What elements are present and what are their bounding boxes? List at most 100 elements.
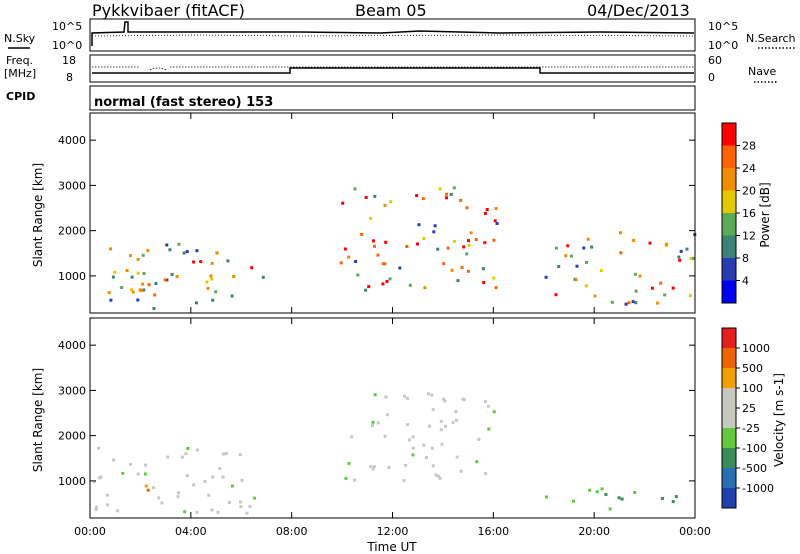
data-cell — [383, 203, 387, 207]
colorbar-swatch — [722, 213, 736, 236]
data-cell — [144, 484, 148, 488]
data-cell — [575, 264, 579, 268]
data-cell — [195, 510, 199, 514]
noise-left-tick-top: 10^5 — [52, 20, 82, 33]
data-cell — [582, 246, 586, 250]
data-cell — [371, 424, 374, 428]
colorbar-tick-label: 16 — [742, 207, 756, 220]
data-cell — [224, 452, 228, 456]
data-cell — [459, 198, 463, 202]
data-cell — [364, 196, 368, 199]
date-title: 04/Dec/2013 — [587, 1, 690, 20]
data-cell — [656, 301, 660, 305]
y-tick-label: 4000 — [58, 134, 86, 147]
data-cell — [445, 192, 449, 196]
data-cell — [442, 262, 446, 266]
data-cell — [554, 293, 558, 297]
data-cell — [185, 474, 189, 478]
data-cell — [146, 249, 150, 253]
data-cell — [192, 260, 196, 264]
data-cell — [633, 272, 637, 276]
noise-sky-trace — [91, 21, 695, 46]
data-cell — [177, 242, 181, 246]
data-cell — [483, 211, 487, 215]
data-cell — [462, 245, 466, 249]
data-cell — [211, 475, 215, 479]
data-cell — [206, 286, 210, 290]
data-cell — [465, 252, 469, 256]
data-cell — [105, 493, 109, 497]
data-cell — [660, 497, 664, 500]
data-cell — [371, 467, 375, 471]
data-cell — [574, 278, 578, 282]
data-cell — [183, 510, 187, 514]
data-cell — [431, 464, 435, 468]
data-cell — [157, 496, 161, 500]
data-cell — [557, 265, 561, 268]
data-cell — [199, 260, 203, 264]
data-cell — [484, 472, 488, 476]
data-cell — [239, 505, 243, 509]
data-cell — [143, 463, 147, 467]
data-cell — [113, 270, 117, 274]
x-tick-label: 12:00 — [377, 525, 409, 538]
data-cell — [353, 187, 357, 191]
data-cell — [92, 480, 96, 484]
data-cell — [364, 288, 368, 292]
data-cell — [599, 269, 603, 273]
data-cell — [343, 247, 347, 251]
data-cell — [638, 274, 642, 278]
data-cell — [421, 197, 425, 201]
data-cell — [203, 480, 207, 483]
data-cell — [120, 286, 124, 289]
data-cell — [454, 418, 458, 422]
data-cell — [384, 395, 388, 399]
y-tick-label: 2000 — [58, 430, 86, 443]
data-cell — [384, 240, 388, 244]
data-cell — [111, 275, 115, 279]
data-cell — [648, 241, 652, 245]
data-cell — [360, 232, 364, 236]
data-cell — [383, 262, 387, 266]
data-cell — [160, 501, 164, 505]
data-cell — [230, 484, 234, 488]
data-cell — [185, 250, 189, 254]
data-cell — [485, 208, 489, 211]
data-cell — [452, 239, 456, 243]
data-cell — [106, 503, 110, 507]
data-cell — [487, 427, 491, 431]
data-cell — [152, 307, 156, 310]
y-tick-label: 2000 — [58, 225, 86, 238]
data-cell — [239, 500, 242, 504]
data-cell — [195, 249, 199, 253]
colorbar-tick-label: 25 — [742, 402, 756, 415]
power-data-layer — [107, 186, 697, 310]
data-cell — [411, 453, 415, 457]
data-cell — [451, 421, 455, 425]
data-cell — [248, 505, 252, 508]
data-cell — [604, 493, 608, 496]
data-cell — [432, 230, 436, 234]
data-cell — [230, 294, 234, 298]
colorbar-tick-label: 12 — [742, 230, 756, 243]
data-cell — [460, 266, 464, 269]
data-cell — [671, 500, 675, 504]
data-cell — [467, 239, 470, 243]
data-cell — [146, 488, 150, 492]
data-cell — [685, 247, 689, 251]
colorbar-swatch — [722, 428, 736, 448]
data-cell — [440, 442, 444, 446]
data-cell — [633, 491, 637, 494]
data-cell — [186, 447, 190, 450]
data-cell — [184, 452, 188, 456]
velocity-data-layer — [92, 392, 678, 515]
data-cell — [95, 505, 98, 509]
colorbar-tick-label: -1000 — [742, 482, 774, 495]
colorbar-swatch — [722, 408, 736, 428]
data-cell — [238, 453, 242, 457]
colorbar-swatch — [722, 258, 736, 281]
data-cell — [227, 500, 231, 504]
data-cell — [671, 286, 675, 290]
power-colorbar-label: Power [dB] — [758, 182, 772, 247]
colorbar-swatch — [722, 448, 736, 468]
